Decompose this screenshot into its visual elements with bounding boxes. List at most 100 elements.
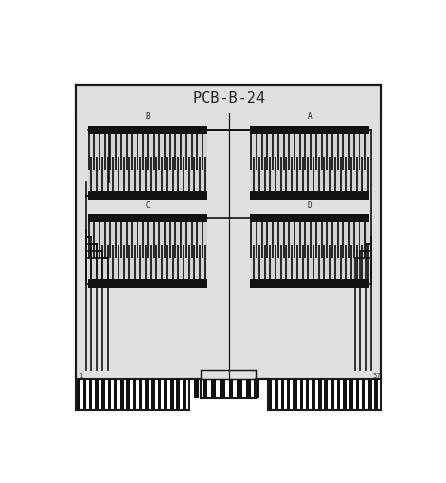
Bar [318,379,322,410]
Bar [220,379,225,398]
Bar [268,379,272,410]
Bar [356,245,358,280]
Bar [362,379,365,410]
Bar [293,134,295,170]
Bar [329,157,330,191]
Bar [101,379,105,410]
Bar [307,245,309,280]
Bar [172,157,173,191]
Bar [139,379,142,410]
Bar [199,245,201,280]
Bar [300,379,303,410]
Bar [93,134,95,170]
Bar [334,157,336,191]
Bar [343,222,344,258]
Bar [164,134,165,170]
Bar [107,245,108,280]
Bar [364,222,366,258]
Bar [361,157,363,191]
Bar [191,222,193,258]
Bar [202,134,203,170]
Bar [88,280,207,288]
Bar [211,379,216,398]
Bar [161,245,163,280]
Bar [337,134,339,170]
Bar [296,245,298,280]
Bar [114,379,117,410]
Bar [153,134,155,170]
Bar [199,157,201,191]
Bar [170,379,173,410]
Bar [156,157,157,191]
Bar [139,245,141,280]
Bar [323,245,325,280]
Bar [177,245,179,280]
Bar [112,157,114,191]
Bar [158,222,160,258]
Bar [258,157,260,191]
Bar [134,157,136,191]
Bar [229,379,233,398]
Bar [313,245,314,280]
Bar [367,157,368,191]
Bar [361,245,363,280]
Bar [315,134,317,170]
Bar [250,191,369,200]
Bar [91,157,92,191]
Bar [356,379,359,410]
Bar [182,157,185,191]
Bar [88,213,207,222]
Bar [291,245,293,280]
Bar [194,379,199,398]
Bar [134,245,136,280]
Bar [331,134,333,170]
Bar [250,213,369,288]
Bar [88,134,207,191]
Bar [310,134,312,170]
Bar [329,245,330,280]
Bar [250,126,369,134]
Bar [331,222,333,258]
Bar [96,157,98,191]
Bar [345,245,347,280]
Bar [326,134,328,170]
Bar [351,157,352,191]
Bar [201,370,256,379]
Bar [153,222,155,258]
Bar [315,222,317,258]
Bar [123,157,125,191]
Bar [161,157,163,191]
Bar [275,379,278,410]
Text: C: C [145,200,150,210]
Bar [147,134,149,170]
Bar [339,157,342,191]
Bar [118,245,120,280]
Bar [191,134,193,170]
Bar [166,157,168,191]
Bar [312,379,315,410]
Bar [120,379,124,410]
Bar [253,157,255,191]
Bar [176,379,180,410]
Bar [99,222,100,258]
Bar [136,222,138,258]
Bar [261,222,263,258]
Bar [126,222,128,258]
Bar [304,222,306,258]
Bar [172,245,173,280]
Bar [334,245,336,280]
Bar [313,157,314,191]
Bar [250,222,252,258]
Bar [194,157,195,191]
Bar [280,245,282,280]
Bar [188,245,190,280]
Bar [296,157,298,191]
Bar [368,379,372,410]
Bar [88,222,90,258]
Bar [269,245,271,280]
Bar [89,379,92,410]
Text: PCB-B-24: PCB-B-24 [192,91,265,106]
Bar [182,379,186,410]
Bar [96,245,98,280]
Bar [95,379,99,410]
